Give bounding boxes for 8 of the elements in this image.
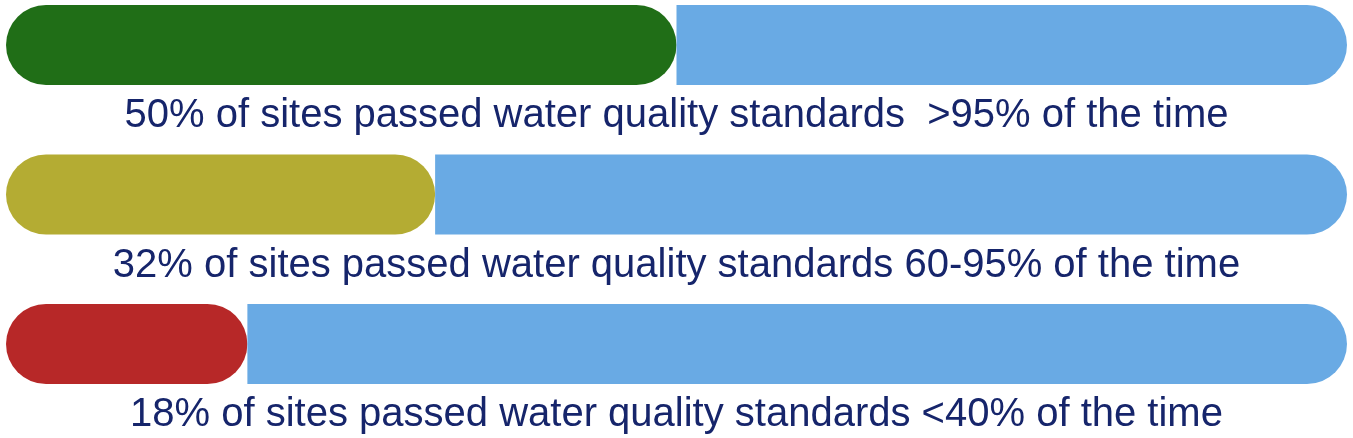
y-tick-label: 50% of sites passed water quality standards >95% of the time (124, 91, 1229, 135)
bar (676, 5, 1347, 85)
bar (247, 304, 1347, 384)
y-tick-label: 18% of sites passed water quality standards <40% of the time (130, 390, 1223, 434)
bar (6, 154, 436, 235)
y-tick-label: 32% of sites passed water quality standards 60-95% of the time (112, 240, 1241, 285)
bar (6, 5, 677, 85)
bar (435, 154, 1347, 235)
